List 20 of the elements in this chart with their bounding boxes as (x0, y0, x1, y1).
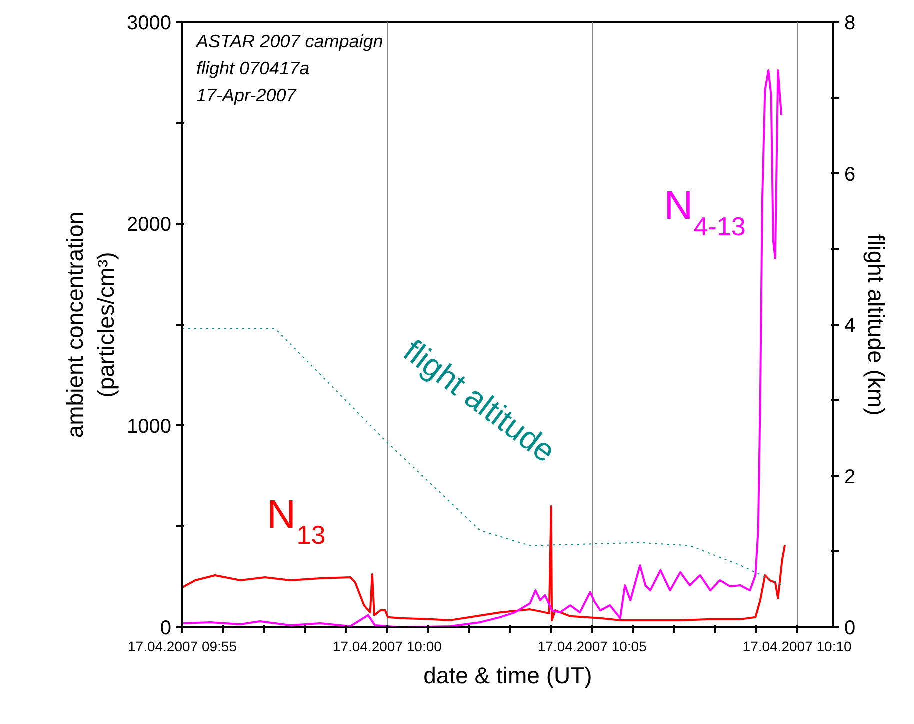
y2-tick-label: 8 (844, 12, 856, 34)
x-tick-label: 17.04.2007 09:55 (128, 638, 238, 654)
annotation: 17-Apr-2007 (196, 86, 298, 106)
y2-tick-label: 0 (844, 618, 856, 640)
y-tick-label: 1000 (127, 416, 172, 438)
y2-tick-label: 4 (844, 315, 856, 337)
x-axis-title: date & time (UT) (424, 662, 592, 688)
x-tick-label: 17.04.2007 10:00 (332, 638, 442, 654)
y2-tick-label: 6 (844, 164, 856, 186)
x-tick-label: 17.04.2007 10:10 (742, 638, 852, 654)
y-tick-label: 3000 (127, 12, 172, 34)
y-tick-label: 0 (160, 618, 172, 640)
annotation: ASTAR 2007 campaign (196, 32, 384, 52)
y2-tick-label: 2 (844, 466, 856, 488)
y-tick-label: 2000 (127, 214, 172, 236)
y2-axis-title: flight altitude (km) (864, 234, 890, 416)
y-axis-title: ambient concentration (particles/cm³) (62, 212, 120, 438)
x-tick-label: 17.04.2007 10:05 (538, 638, 648, 654)
line-series (182, 328, 783, 586)
annotation: flight 070417a (196, 58, 310, 78)
